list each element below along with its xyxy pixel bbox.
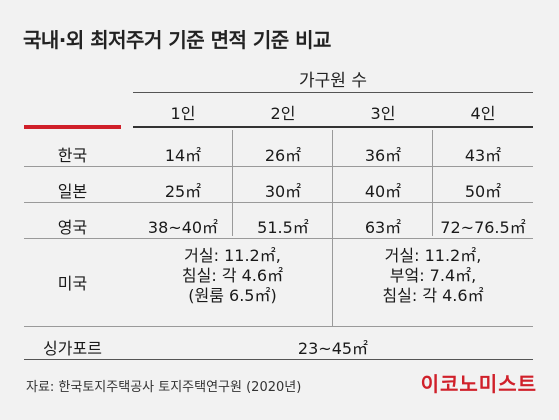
usa-cell-3-4: 거실: 11.2㎡, 부엌: 7.4㎡, 침실: 각 4.6㎡ <box>333 246 533 306</box>
column-header-4: 4인 <box>470 104 496 123</box>
row-divider <box>24 166 533 167</box>
table-cell: 38~40㎡ <box>147 218 219 237</box>
row-divider <box>24 238 533 239</box>
household-size-header: 가구원 수 <box>299 71 367 91</box>
usa-cell-1-2: 거실: 11.2㎡, 침실: 각 4.6㎡ (원룸 6.5㎡) <box>133 246 332 306</box>
table-cell: 51.5㎡ <box>257 218 309 237</box>
column-divider <box>232 130 233 236</box>
row-divider <box>24 326 533 327</box>
table-cell: 26㎡ <box>264 146 302 165</box>
table-cell: 40㎡ <box>364 182 402 201</box>
singapore-cell: 23~45㎡ <box>297 339 369 358</box>
table-cell: 14㎡ <box>164 146 202 165</box>
source-note: 자료: 한국토지주택공사 토지주택연구원 (2020년) <box>26 380 302 395</box>
table-bottom-rule <box>24 359 533 360</box>
usa-line: 거실: 11.2㎡, <box>184 246 281 265</box>
column-divider <box>332 130 333 326</box>
column-divider <box>432 130 433 236</box>
accent-bar <box>24 125 121 129</box>
header-divider <box>133 92 533 93</box>
column-header-3: 3인 <box>370 104 396 123</box>
page-title: 국내·외 최저주거 기준 면적 기준 비교 <box>23 28 331 52</box>
row-label-uk: 영국 <box>57 218 88 237</box>
row-label-usa: 미국 <box>57 274 88 293</box>
table-cell: 63㎡ <box>364 218 402 237</box>
usa-line: 거실: 11.2㎡, <box>384 246 482 265</box>
row-label-singapore: 싱가포르 <box>43 339 102 358</box>
table-cell: 50㎡ <box>464 182 502 201</box>
table-cell: 36㎡ <box>364 146 402 165</box>
row-divider <box>24 202 533 203</box>
table-cell: 25㎡ <box>164 182 202 201</box>
table-cell: 43㎡ <box>464 146 502 165</box>
usa-line: 부엌: 7.4㎡, <box>389 266 477 285</box>
table-cell: 72~76.5㎡ <box>440 218 526 237</box>
brand-logo: 이코노미스트 <box>420 372 537 396</box>
row-label-korea: 한국 <box>57 146 88 165</box>
usa-line: (원룸 6.5㎡) <box>188 286 277 305</box>
row-label-japan: 일본 <box>57 182 88 201</box>
table-cell: 30㎡ <box>264 182 302 201</box>
column-header-1: 1인 <box>170 104 196 123</box>
table-top-rule <box>133 126 533 128</box>
column-header-2: 2인 <box>270 104 296 123</box>
usa-line: 침실: 각 4.6㎡ <box>181 266 284 285</box>
usa-line: 침실: 각 4.6㎡ <box>382 286 484 305</box>
